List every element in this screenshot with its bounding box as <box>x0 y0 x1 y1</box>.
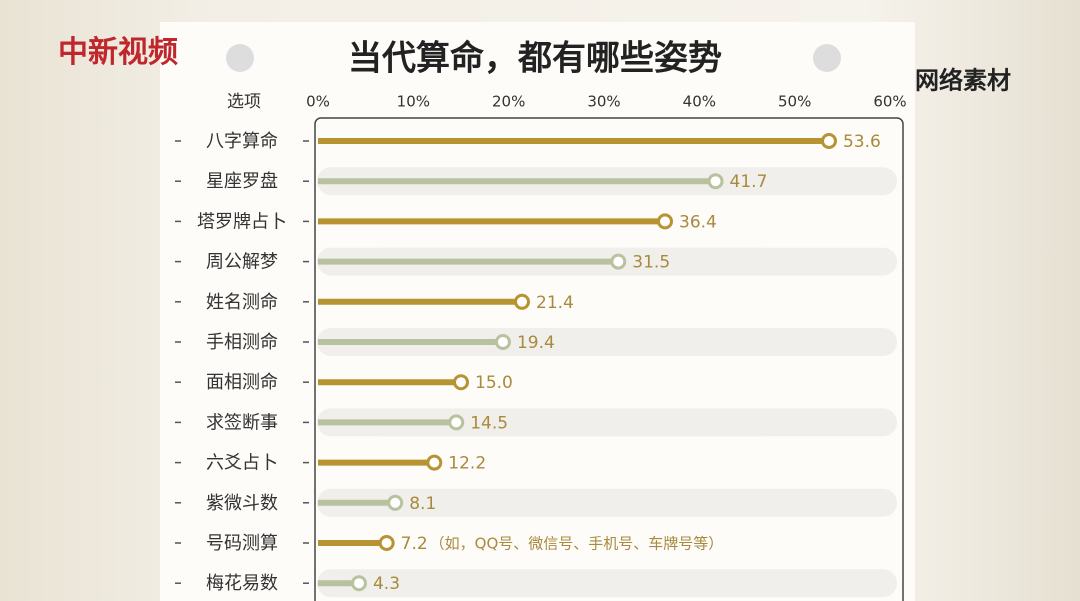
value-label: 4.3 <box>373 574 400 594</box>
value-label: 14.5 <box>470 413 508 433</box>
value-label: 53.6 <box>843 132 881 152</box>
category-label: 紫微斗数 <box>206 493 278 514</box>
row-band <box>317 569 897 598</box>
x-tick-label: 30% <box>587 93 620 111</box>
category-label: 星座罗盘 <box>206 171 278 192</box>
bar-end <box>514 293 531 310</box>
bar-end <box>657 213 674 230</box>
yin-yang-icon <box>226 44 254 72</box>
row-band <box>317 328 897 356</box>
bar-end <box>448 414 465 431</box>
value-label: 7.2 <box>401 534 428 554</box>
value-label: 12.2 <box>448 454 486 474</box>
yin-yang-icon <box>813 44 841 72</box>
row-band <box>317 488 897 517</box>
annotation: （如，QQ号、微信号、手机号、车牌号等） <box>430 535 724 553</box>
x-tick-label: 60% <box>873 93 906 111</box>
bar-end <box>494 334 511 350</box>
plot-frame <box>314 117 904 601</box>
x-tick-label: 50% <box>778 93 811 111</box>
category-label: 六爻占卜 <box>206 453 278 474</box>
category-label: 八字算命 <box>206 131 278 152</box>
value-label: 31.5 <box>632 253 670 273</box>
category-label: 号码测算 <box>206 533 278 554</box>
chart-title: 当代算命，都有哪些姿势 <box>348 39 722 79</box>
category-label: 塔罗牌占卜 <box>197 211 287 232</box>
bar-end <box>820 133 837 149</box>
category-label: 梅花易数 <box>206 573 278 594</box>
category-label: 周公解梦 <box>206 252 278 273</box>
bar-end <box>387 494 404 511</box>
value-label: 19.4 <box>517 333 555 353</box>
category-label: 面相测命 <box>206 372 278 393</box>
value-label: 15.0 <box>475 373 513 393</box>
value-label: 36.4 <box>679 212 717 232</box>
bar-end <box>378 535 395 551</box>
x-tick-label: 40% <box>683 93 716 111</box>
bar-end <box>610 253 627 270</box>
value-label: 21.4 <box>536 293 574 313</box>
bar-end <box>453 374 469 391</box>
value-label: 8.1 <box>409 494 436 514</box>
bar-end <box>426 454 443 471</box>
logo: 中新视频 <box>58 35 178 70</box>
bar-end <box>350 575 367 592</box>
row-band <box>317 408 897 437</box>
category-header: 选项 <box>227 92 261 112</box>
x-tick-label: 20% <box>492 93 525 111</box>
category-label: 手相测命 <box>206 332 278 353</box>
x-tick-label: 10% <box>397 93 430 111</box>
bar-end <box>707 173 724 190</box>
category-label: 求签断事 <box>206 412 278 433</box>
category-label: 姓名测命 <box>206 292 278 313</box>
value-label: 41.7 <box>730 172 768 192</box>
watermark: 网络素材 <box>915 66 1011 95</box>
x-tick-label: 0% <box>306 93 330 111</box>
